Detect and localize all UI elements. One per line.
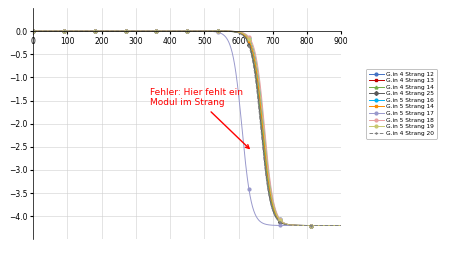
- G.in 5 Strang 18: [172, 30, 178, 33]
- G.in 4 Strang 13: [180, 30, 186, 33]
- G.in 4 Strang 13: [273, 212, 279, 215]
- G.in 5 Strang 16: [338, 224, 344, 227]
- G.in 5 Strang 16: [329, 224, 335, 227]
- G.in 4 Strang 20: [273, 216, 279, 219]
- G.in 4 Strang 12: [329, 224, 335, 227]
- G.in 5 Strang 17: [172, 30, 178, 33]
- G.in 4 Strang 13: [30, 30, 36, 33]
- G.in 5 Strang 16: [30, 30, 36, 33]
- G.in 5 Strang 17: [329, 224, 335, 227]
- G.in 4 Strang 20: [329, 224, 335, 227]
- G.in 4 Strang 25: [180, 30, 186, 33]
- G.in 4 Strang 14: [46, 30, 52, 33]
- G.in 4 Strang 12: [172, 30, 178, 33]
- G.in 4 Strang 25: [329, 224, 335, 227]
- G.in 4 Strang 12: [30, 30, 36, 33]
- G.in 4 Strang 14: [172, 30, 178, 33]
- Text: Fehler: Hier fehlt ein
Modul im Strang: Fehler: Hier fehlt ein Modul im Strang: [150, 88, 249, 148]
- G.in 4 Strang 12: [180, 30, 186, 33]
- G.in 4 Strang 13: [329, 224, 335, 227]
- Line: G.in 5 Strang 17: G.in 5 Strang 17: [32, 30, 343, 227]
- G.in 4 Strang 14: [273, 214, 279, 217]
- G.in 5 Strang 17: [273, 224, 279, 227]
- G.in 5 Strang 18: [329, 224, 335, 227]
- G.in 5 Strang 19: [273, 211, 279, 214]
- Line: G.in 5 Strang 18: G.in 5 Strang 18: [32, 30, 343, 227]
- G.in 5 Strang 16: [180, 30, 186, 33]
- G.in 5 Strang 19: [329, 224, 335, 227]
- G.in 4 Strang 25: [172, 30, 178, 33]
- Line: G.in 4 Strang 20: G.in 4 Strang 20: [32, 30, 343, 227]
- G.in 5 Strang 18: [180, 30, 186, 33]
- G.in 4 Strang 20: [30, 30, 36, 33]
- G.in 4 Strang 12: [46, 30, 52, 33]
- G.in 5 Strang 18: [30, 30, 36, 33]
- G.in 5 Strang 14: [46, 30, 52, 33]
- G.in 5 Strang 19: [180, 30, 186, 33]
- G.in 5 Strang 14: [273, 212, 279, 215]
- G.in 4 Strang 14: [30, 30, 36, 33]
- G.in 4 Strang 20: [46, 30, 52, 33]
- G.in 4 Strang 25: [46, 30, 52, 33]
- G.in 4 Strang 20: [180, 30, 186, 33]
- G.in 5 Strang 17: [30, 30, 36, 33]
- G.in 4 Strang 20: [338, 224, 344, 227]
- G.in 4 Strang 25: [338, 224, 344, 227]
- G.in 4 Strang 14: [329, 224, 335, 227]
- Line: G.in 4 Strang 12: G.in 4 Strang 12: [32, 30, 343, 227]
- Line: G.in 4 Strang 14: G.in 4 Strang 14: [32, 30, 343, 227]
- G.in 5 Strang 17: [180, 30, 186, 33]
- G.in 4 Strang 20: [172, 30, 178, 33]
- G.in 4 Strang 13: [329, 224, 335, 227]
- G.in 5 Strang 17: [46, 30, 52, 33]
- G.in 4 Strang 14: [180, 30, 186, 33]
- G.in 5 Strang 14: [338, 224, 344, 227]
- G.in 5 Strang 16: [172, 30, 178, 33]
- G.in 5 Strang 19: [172, 30, 178, 33]
- G.in 5 Strang 14: [30, 30, 36, 33]
- G.in 5 Strang 16: [329, 224, 335, 227]
- G.in 5 Strang 19: [30, 30, 36, 33]
- G.in 5 Strang 16: [273, 210, 279, 213]
- G.in 5 Strang 14: [172, 30, 178, 33]
- Line: G.in 4 Strang 13: G.in 4 Strang 13: [32, 30, 343, 227]
- G.in 5 Strang 18: [46, 30, 52, 33]
- G.in 4 Strang 12: [338, 224, 344, 227]
- G.in 5 Strang 17: [329, 224, 335, 227]
- G.in 4 Strang 14: [338, 224, 344, 227]
- G.in 4 Strang 14: [329, 224, 335, 227]
- G.in 5 Strang 18: [338, 224, 344, 227]
- Line: G.in 4 Strang 25: G.in 4 Strang 25: [32, 30, 343, 227]
- G.in 4 Strang 25: [30, 30, 36, 33]
- G.in 5 Strang 17: [338, 224, 344, 227]
- Legend: G.in 4 Strang 12, G.in 4 Strang 13, G.in 4 Strang 14, G.in 4 Strang 25, G.in 5 S: G.in 4 Strang 12, G.in 4 Strang 13, G.in…: [366, 69, 437, 139]
- G.in 5 Strang 19: [46, 30, 52, 33]
- G.in 4 Strang 12: [329, 224, 335, 227]
- G.in 5 Strang 19: [338, 224, 344, 227]
- G.in 4 Strang 20: [329, 224, 335, 227]
- G.in 5 Strang 14: [180, 30, 186, 33]
- G.in 5 Strang 16: [46, 30, 52, 33]
- G.in 5 Strang 18: [273, 209, 279, 212]
- G.in 4 Strang 13: [172, 30, 178, 33]
- Line: G.in 5 Strang 19: G.in 5 Strang 19: [32, 30, 343, 227]
- G.in 5 Strang 14: [329, 224, 335, 227]
- Line: G.in 5 Strang 14: G.in 5 Strang 14: [32, 30, 343, 227]
- G.in 5 Strang 14: [329, 224, 335, 227]
- G.in 4 Strang 25: [329, 224, 335, 227]
- G.in 4 Strang 13: [46, 30, 52, 33]
- G.in 4 Strang 25: [273, 215, 279, 219]
- G.in 5 Strang 18: [329, 224, 335, 227]
- Line: G.in 5 Strang 16: G.in 5 Strang 16: [32, 30, 343, 227]
- G.in 4 Strang 12: [273, 213, 279, 216]
- G.in 5 Strang 19: [329, 224, 335, 227]
- G.in 4 Strang 13: [338, 224, 344, 227]
